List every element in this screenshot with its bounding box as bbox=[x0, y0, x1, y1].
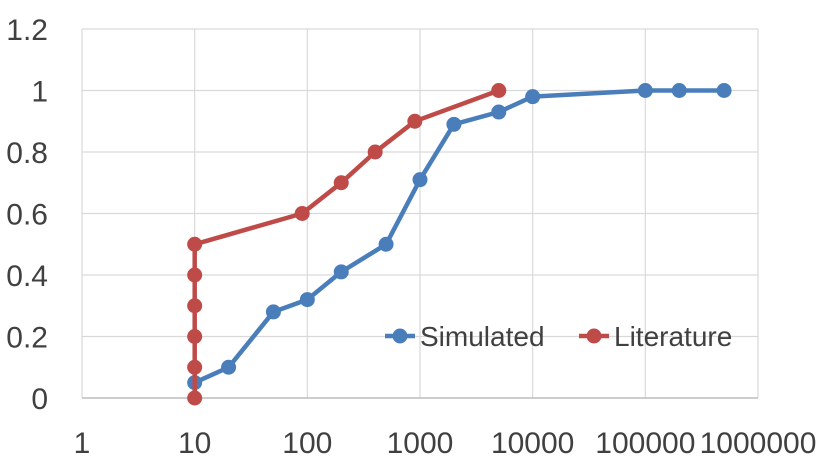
legend-label-simulated: Simulated bbox=[420, 321, 545, 352]
legend-label-literature: Literature bbox=[614, 321, 732, 352]
y-tick-label: 0.8 bbox=[6, 137, 48, 170]
legend: Simulated Literature bbox=[385, 321, 732, 352]
data-point-simulated bbox=[299, 292, 315, 308]
data-point-literature bbox=[187, 267, 203, 283]
legend-marker-literature bbox=[586, 328, 602, 344]
x-tick-label: 100000 bbox=[595, 427, 695, 460]
data-point-literature bbox=[187, 298, 203, 314]
data-point-simulated bbox=[221, 359, 237, 375]
series-group bbox=[187, 83, 732, 406]
x-tick-label: 10000 bbox=[491, 427, 574, 460]
data-point-literature bbox=[333, 175, 349, 191]
y-tick-label: 1.2 bbox=[6, 14, 48, 47]
y-tick-label: 0.6 bbox=[6, 199, 48, 232]
x-tick-label: 10 bbox=[178, 427, 211, 460]
axes: 0 0.2 0.4 0.6 0.8 1 1.2 1 10 100 1000 10000 100000 10… bbox=[6, 14, 816, 460]
data-point-simulated bbox=[716, 83, 732, 98]
data-point-literature bbox=[187, 329, 203, 344]
data-point-simulated bbox=[412, 172, 428, 188]
data-point-literature bbox=[187, 359, 203, 375]
y-tick-label: 0.4 bbox=[6, 260, 48, 293]
data-point-literature bbox=[294, 206, 310, 221]
x-tick-label: 1000000 bbox=[700, 427, 817, 460]
x-tick-label: 100 bbox=[282, 427, 332, 460]
data-point-simulated bbox=[671, 83, 687, 98]
y-tick-label: 1 bbox=[31, 76, 48, 109]
data-point-literature bbox=[367, 144, 383, 160]
y-tick-label: 0.2 bbox=[6, 322, 48, 355]
data-point-simulated bbox=[525, 89, 541, 105]
y-tick-label: 0 bbox=[31, 383, 48, 416]
data-point-literature bbox=[187, 236, 203, 252]
x-tick-label: 1000 bbox=[387, 427, 454, 460]
data-point-literature bbox=[187, 390, 203, 406]
legend-marker-simulated bbox=[392, 328, 408, 344]
x-tick-label: 1 bbox=[74, 427, 91, 460]
data-point-literature bbox=[491, 83, 507, 98]
data-point-simulated bbox=[333, 264, 349, 280]
data-point-simulated bbox=[265, 304, 281, 320]
data-point-simulated bbox=[637, 83, 653, 98]
data-point-simulated bbox=[446, 116, 462, 132]
data-point-simulated bbox=[491, 104, 507, 120]
data-point-simulated bbox=[378, 236, 394, 252]
data-point-literature bbox=[407, 113, 423, 129]
